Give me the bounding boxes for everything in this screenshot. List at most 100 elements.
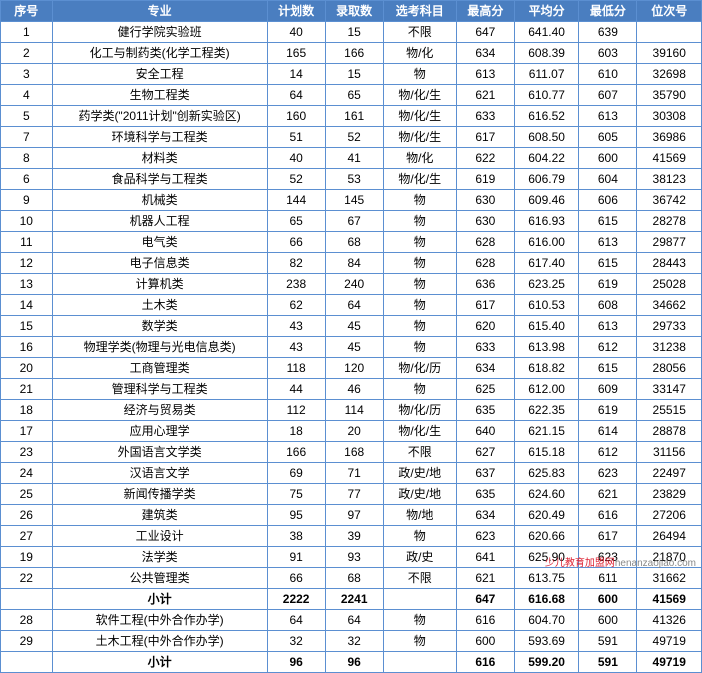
cell-rank: 41326 [637, 610, 702, 631]
col-header-admit: 录取数 [325, 1, 383, 22]
cell-low: 615 [579, 211, 637, 232]
cell-seq: 5 [1, 106, 53, 127]
cell-subjects: 物 [383, 337, 456, 358]
table-row: 16物理学类(物理与光电信息类)4345物633613.9861231238 [1, 337, 702, 358]
cell-subjects: 不限 [383, 568, 456, 589]
cell-rank: 39160 [637, 43, 702, 64]
cell-subjects: 物/化/历 [383, 358, 456, 379]
col-header-low: 最低分 [579, 1, 637, 22]
table-row: 2化工与制药类(化学工程类)165166物/化634608.3960339160 [1, 43, 702, 64]
cell-avg: 622.35 [514, 400, 579, 421]
cell-major: 计算机类 [52, 274, 267, 295]
cell-low: 612 [579, 442, 637, 463]
cell-plan: 43 [267, 337, 325, 358]
cell-high: 634 [456, 358, 514, 379]
cell-rank: 23829 [637, 484, 702, 505]
cell-major: 应用心理学 [52, 421, 267, 442]
cell-plan: 75 [267, 484, 325, 505]
cell-major: 小计 [52, 589, 267, 610]
cell-high: 630 [456, 211, 514, 232]
cell-admit: 120 [325, 358, 383, 379]
cell-admit: 32 [325, 631, 383, 652]
cell-plan: 64 [267, 610, 325, 631]
cell-admit: 45 [325, 337, 383, 358]
table-row: 20工商管理类118120物/化/历634618.8261528056 [1, 358, 702, 379]
cell-low: 607 [579, 85, 637, 106]
cell-subjects: 物 [383, 631, 456, 652]
cell-subjects: 物 [383, 379, 456, 400]
cell-admit: 64 [325, 610, 383, 631]
col-header-plan: 计划数 [267, 1, 325, 22]
cell-high: 619 [456, 169, 514, 190]
cell-high: 622 [456, 148, 514, 169]
cell-high: 623 [456, 526, 514, 547]
cell-admit: 166 [325, 43, 383, 64]
cell-avg: 625.90 [514, 547, 579, 568]
cell-admit: 45 [325, 316, 383, 337]
cell-avg: 608.39 [514, 43, 579, 64]
cell-high: 621 [456, 568, 514, 589]
cell-subjects: 物 [383, 253, 456, 274]
cell-avg: 616.93 [514, 211, 579, 232]
cell-seq: 11 [1, 232, 53, 253]
cell-high: 635 [456, 400, 514, 421]
cell-avg: 604.70 [514, 610, 579, 631]
cell-subjects: 政/史 [383, 547, 456, 568]
cell-major: 新闻传播学类 [52, 484, 267, 505]
cell-low: 616 [579, 505, 637, 526]
cell-plan: 144 [267, 190, 325, 211]
cell-rank: 31662 [637, 568, 702, 589]
cell-avg: 613.98 [514, 337, 579, 358]
table-row: 8材料类4041物/化622604.2260041569 [1, 148, 702, 169]
cell-rank: 36742 [637, 190, 702, 211]
cell-plan: 160 [267, 106, 325, 127]
cell-avg: 599.20 [514, 652, 579, 673]
cell-high: 616 [456, 610, 514, 631]
cell-admit: 67 [325, 211, 383, 232]
cell-rank: 34662 [637, 295, 702, 316]
cell-admit: 161 [325, 106, 383, 127]
cell-rank: 28056 [637, 358, 702, 379]
cell-seq: 12 [1, 253, 53, 274]
cell-avg: 611.07 [514, 64, 579, 85]
cell-seq: 26 [1, 505, 53, 526]
cell-low: 610 [579, 64, 637, 85]
cell-low: 603 [579, 43, 637, 64]
col-header-rank: 位次号 [637, 1, 702, 22]
cell-plan: 64 [267, 85, 325, 106]
subtotal-row: 小计9696616599.2059149719 [1, 652, 702, 673]
cell-subjects: 政/史/地 [383, 463, 456, 484]
cell-high: 634 [456, 505, 514, 526]
cell-seq: 8 [1, 148, 53, 169]
cell-admit: 93 [325, 547, 383, 568]
cell-low: 591 [579, 652, 637, 673]
cell-rank: 32698 [637, 64, 702, 85]
cell-admit: 68 [325, 232, 383, 253]
cell-plan: 96 [267, 652, 325, 673]
cell-seq: 16 [1, 337, 53, 358]
cell-rank: 28878 [637, 421, 702, 442]
cell-admit: 52 [325, 127, 383, 148]
cell-low: 611 [579, 568, 637, 589]
col-header-seq: 序号 [1, 1, 53, 22]
cell-subjects: 物 [383, 190, 456, 211]
cell-seq [1, 589, 53, 610]
cell-subjects: 物 [383, 274, 456, 295]
cell-subjects: 物/化/历 [383, 400, 456, 421]
cell-plan: 165 [267, 43, 325, 64]
cell-subjects: 物/化/生 [383, 169, 456, 190]
cell-admit: 96 [325, 652, 383, 673]
cell-major: 健行学院实验班 [52, 22, 267, 43]
cell-high: 628 [456, 232, 514, 253]
cell-subjects: 物/化/生 [383, 421, 456, 442]
table-row: 9机械类144145物630609.4660636742 [1, 190, 702, 211]
cell-plan: 44 [267, 379, 325, 400]
cell-high: 625 [456, 379, 514, 400]
cell-high: 634 [456, 43, 514, 64]
cell-avg: 616.52 [514, 106, 579, 127]
cell-plan: 62 [267, 295, 325, 316]
table-row: 21管理科学与工程类4446物625612.0060933147 [1, 379, 702, 400]
table-row: 24汉语言文学6971政/史/地637625.8362322497 [1, 463, 702, 484]
cell-rank: 29877 [637, 232, 702, 253]
cell-major: 化工与制药类(化学工程类) [52, 43, 267, 64]
